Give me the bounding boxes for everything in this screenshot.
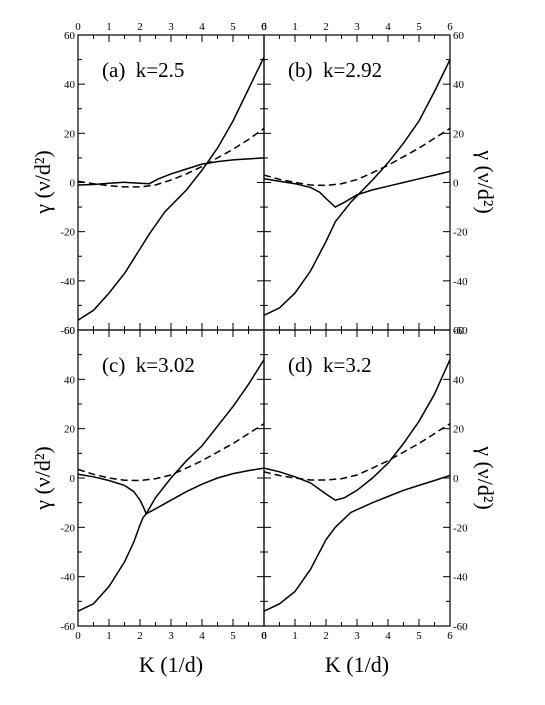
y-tick-label: -20 xyxy=(60,227,75,239)
y-tick-label: 0 xyxy=(70,178,76,190)
y-tick-label: 20 xyxy=(64,424,76,436)
panel-a-curves xyxy=(78,56,264,321)
panel-c-series-0-solid xyxy=(78,513,147,612)
x-tick-label: 2 xyxy=(323,21,329,33)
panel-d-curves xyxy=(264,359,450,612)
panel-c-series-3-solid xyxy=(145,467,264,515)
x-tick-label: 3 xyxy=(168,21,174,33)
y-tick-label: 20 xyxy=(453,128,465,140)
panel-c-series-2-solid xyxy=(145,359,264,515)
panel-a-series-1-solid xyxy=(78,157,264,186)
x-tick-label: 0 xyxy=(261,630,267,642)
panel-b-series-0-solid xyxy=(264,59,450,316)
right-ylabel-bottom: γ (ν/d²) xyxy=(473,445,498,510)
y-tick-label: 60 xyxy=(64,325,76,337)
x-tick-label: 4 xyxy=(199,630,205,642)
y-tick-label: 40 xyxy=(64,79,76,91)
x-tick-label: 1 xyxy=(106,630,112,642)
right-ylabel-top: γ (ν/d²) xyxy=(473,149,498,214)
x-tick-label: 2 xyxy=(323,630,329,642)
x-tick-label: 5 xyxy=(230,630,236,642)
y-tick-label: -60 xyxy=(60,621,75,633)
panel-b: 0 1 2 3 4 5 6 -60 -40 -20 0 20 40 60 (b) k=2.92 xyxy=(261,21,468,337)
panel-b-label: (b) k=2.92 xyxy=(288,58,382,82)
y-tick-label: -60 xyxy=(453,325,468,337)
x-tick-label: 6 xyxy=(261,630,267,642)
x-tick-label: 3 xyxy=(354,21,360,33)
panel-d-label: (d) k=3.2 xyxy=(288,353,372,377)
y-tick-label: -60 xyxy=(60,325,75,337)
xlabel-left: K (1/d) xyxy=(139,652,203,677)
x-tick-label: 6 xyxy=(447,21,453,33)
x-tick-label: 6 xyxy=(447,630,453,642)
panel-c-label: (c) k=3.02 xyxy=(102,353,195,377)
y-tick-label: 0 xyxy=(453,178,459,190)
y-tick-label: -40 xyxy=(453,276,468,288)
y-tick-label: 60 xyxy=(453,30,465,42)
xlabel-right: K (1/d) xyxy=(325,652,389,677)
panel-d-series-0-solid xyxy=(264,474,450,612)
y-tick-label: 40 xyxy=(64,374,76,386)
left-ylabel-top: γ (ν/d²) xyxy=(30,150,55,215)
x-tick-label: 2 xyxy=(137,21,143,33)
x-tick-label: 5 xyxy=(230,21,236,33)
y-tick-label: 0 xyxy=(70,473,76,485)
panel-b-curves xyxy=(264,59,450,316)
x-tick-label: 0 xyxy=(75,21,81,33)
x-tick-label: 6 xyxy=(261,21,267,33)
x-tick-label: 4 xyxy=(385,21,391,33)
panel-c-series-1-solid xyxy=(78,473,147,515)
panel-c: 0 1 2 3 4 5 6 -60 -40 -20 0 20 40 60 (c) k=3.02 xyxy=(60,325,267,642)
y-tick-label: -40 xyxy=(60,572,75,584)
panel-b-series-2-dashed xyxy=(264,127,450,187)
x-tick-label: 1 xyxy=(106,21,112,33)
y-tick-label: 40 xyxy=(453,374,465,386)
y-tick-label: 20 xyxy=(64,128,76,140)
y-tick-label: 40 xyxy=(453,79,465,91)
y-tick-label: -60 xyxy=(453,621,468,633)
y-tick-label: -40 xyxy=(453,572,468,584)
x-tick-label: 3 xyxy=(354,630,360,642)
panel-a-series-2-dashed xyxy=(78,127,264,188)
panel-a: 0 1 2 3 4 5 6 -60 -40 -20 0 20 40 60 (a) k=2.5 xyxy=(60,21,267,337)
panel-c-curves xyxy=(78,359,264,612)
x-tick-label: 5 xyxy=(416,630,422,642)
panel-c-series-4-dashed xyxy=(78,423,264,482)
axis-texts: γ (ν/d²) γ (ν/d²) γ (ν/d²) γ (ν/d²) K (1… xyxy=(30,149,498,677)
x-tick-label: 5 xyxy=(416,21,422,33)
y-tick-label: 20 xyxy=(453,424,465,436)
y-tick-label: 60 xyxy=(453,325,465,337)
panel-d-series-1-solid xyxy=(264,359,450,502)
x-tick-label: 0 xyxy=(75,630,81,642)
panel-a-label: (a) k=2.5 xyxy=(102,58,184,82)
x-tick-label: 0 xyxy=(261,21,267,33)
x-tick-label: 1 xyxy=(292,630,298,642)
panel-b-series-1-solid xyxy=(264,170,450,209)
x-tick-label: 4 xyxy=(199,21,205,33)
x-tick-label: 3 xyxy=(168,630,174,642)
y-tick-label: -20 xyxy=(60,522,75,534)
y-tick-label: -40 xyxy=(60,276,75,288)
panel-d-series-2-dashed xyxy=(264,423,450,481)
x-tick-label: 2 xyxy=(137,630,143,642)
x-tick-label: 1 xyxy=(292,21,298,33)
x-tick-label: 4 xyxy=(385,630,391,642)
left-ylabel-bottom: γ (ν/d²) xyxy=(30,446,55,511)
y-tick-label: -20 xyxy=(453,522,468,534)
y-tick-label: -20 xyxy=(453,227,468,239)
y-tick-label: 0 xyxy=(453,473,459,485)
y-tick-label: 60 xyxy=(64,30,76,42)
panel-a-series-0-solid xyxy=(78,56,264,321)
